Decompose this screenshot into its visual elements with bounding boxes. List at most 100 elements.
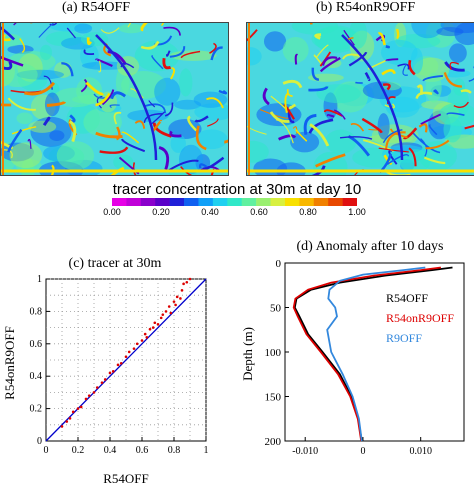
map-filament (218, 89, 228, 95)
map-filament (449, 61, 460, 70)
scatter-point (145, 336, 149, 339)
map-filament (384, 131, 406, 150)
colorbar-swatch (227, 198, 243, 206)
scatter-ytick-label: 0.4 (30, 371, 43, 382)
scatter-point (65, 420, 69, 423)
map-filament (468, 66, 474, 82)
map-filament (224, 139, 228, 144)
map-filament (127, 23, 132, 28)
map-filament (168, 159, 199, 172)
map-filament (416, 84, 423, 95)
map-patch (349, 23, 368, 49)
scatter-point (84, 397, 88, 401)
colorbar-swatch (126, 198, 142, 206)
colorbar-swatch (270, 198, 286, 206)
map-filament (95, 58, 113, 67)
map-patch (247, 47, 262, 66)
scatter-point (172, 300, 176, 303)
scatter-point (135, 342, 139, 346)
map-filament (19, 38, 26, 53)
map-patch (56, 141, 95, 171)
scatter-point (182, 282, 185, 286)
map-patch (290, 131, 320, 153)
map-filament (412, 132, 441, 154)
map-filament (428, 124, 438, 136)
map-filament (282, 79, 303, 89)
scatter-ytick-label: 0.2 (30, 404, 43, 415)
map-filament (120, 62, 135, 69)
scatter-xtick-label: 1 (204, 445, 209, 456)
profile-series-line (293, 266, 453, 442)
map-patch (179, 68, 193, 97)
map-filament (165, 50, 171, 57)
map-filament (464, 124, 474, 130)
scatter-point (103, 378, 107, 381)
map-filament (262, 87, 270, 106)
map-filament (68, 120, 77, 143)
map-patch (195, 129, 228, 150)
map-filament (385, 45, 391, 49)
profile-xtick-label: 0 (360, 446, 365, 457)
scatter-point (185, 280, 189, 284)
map-filament (85, 81, 104, 96)
map-filament (169, 46, 186, 58)
map-filament (7, 97, 36, 111)
colorbar-swatch (140, 198, 156, 206)
scatter-ytick-label: 0 (37, 436, 42, 447)
map-patch (411, 23, 445, 39)
map-filament (321, 56, 338, 66)
map-filament (433, 89, 439, 95)
colorbar-swatch (169, 198, 185, 206)
map-filament (195, 125, 207, 151)
map-filament (315, 153, 346, 168)
scatter-point (169, 311, 173, 315)
colorbar-title: tracer concentration at 30m at day 10 (112, 181, 362, 198)
map-filament (381, 69, 396, 76)
scatter-point (87, 394, 91, 397)
map-filament (420, 113, 442, 125)
map-front (95, 34, 158, 161)
colorbar-swatch (256, 198, 271, 206)
map-filament (99, 146, 129, 154)
map-patch (410, 47, 424, 74)
scatter-xlabel: R54OFF (103, 471, 149, 486)
profile-legend-entry: R54onR9OFF (386, 311, 454, 325)
map-filament (140, 23, 148, 32)
scatter-point (119, 361, 123, 365)
scatter-xtick-label: 0 (44, 445, 49, 456)
map-patch (316, 84, 361, 104)
map-filament (350, 123, 365, 132)
profile-series-line (326, 266, 426, 442)
map-filament (1, 55, 24, 67)
scatter-xtick-label: 0.6 (136, 445, 149, 456)
scatter-point (188, 277, 192, 281)
map-filament (385, 58, 399, 62)
map-filament (109, 104, 120, 108)
map-front (341, 34, 404, 161)
profile-xtick-label: -0.010 (292, 446, 318, 457)
map-b (246, 22, 474, 176)
map-filament (339, 136, 373, 140)
map-filament (1, 61, 13, 71)
profile-chart: (d) Anomaly after 10 days Depth (m) 0 50 1… (240, 239, 465, 457)
map-patch (118, 23, 144, 34)
map-filament (202, 156, 225, 170)
map-filament (42, 116, 51, 127)
map-filament (292, 126, 298, 134)
map-filament (347, 37, 354, 41)
map-filament (453, 101, 469, 108)
colorbar-swatch (184, 198, 199, 206)
map-filament (210, 46, 223, 61)
map-patch (194, 103, 228, 121)
scatter-reference-line (45, 278, 207, 442)
map-patch (448, 43, 467, 63)
map-patch (247, 140, 269, 163)
colorbar-tick-label: 0.40 (201, 207, 219, 217)
scatter-ytick-label: 1 (37, 274, 42, 285)
colorbar-swatch (284, 198, 300, 206)
map-patch (421, 100, 451, 110)
colorbar-tick-label: 0.00 (103, 207, 121, 217)
map-patch (83, 107, 122, 137)
map-a-title: (a) R54OFF (62, 0, 131, 15)
map-filament (378, 147, 409, 153)
